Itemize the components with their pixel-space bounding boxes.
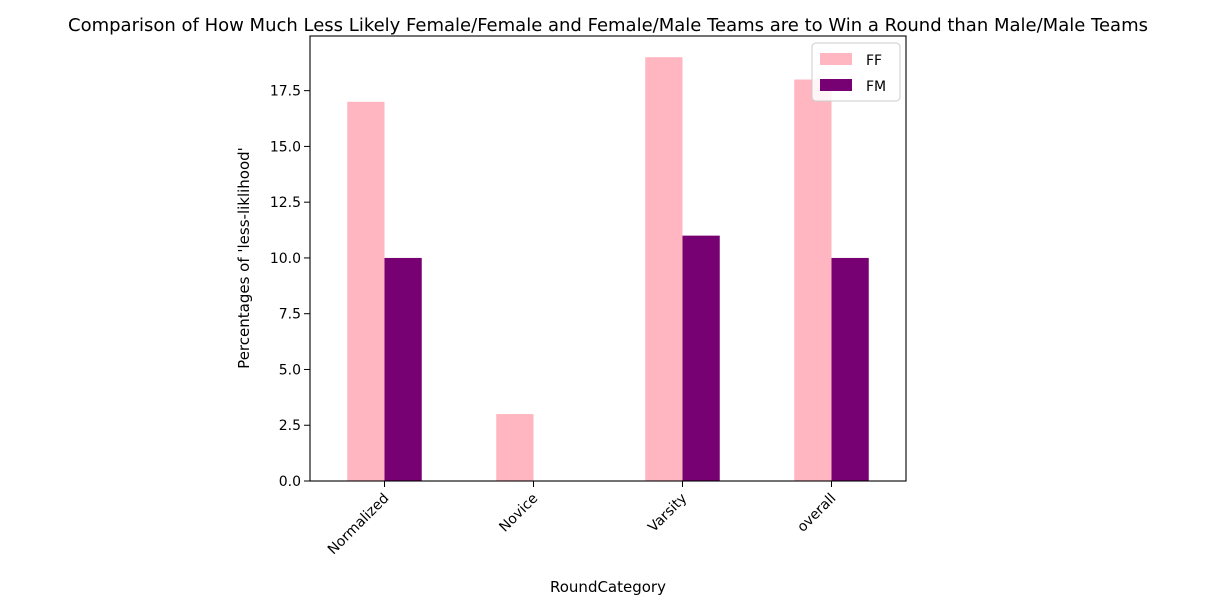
y-tick-label: 5.0 [279, 362, 301, 378]
legend-swatch-fm [820, 79, 852, 91]
y-axis-ticks: 0.0 2.5 5.0 7.5 10.0 12.5 15.0 17.5 [270, 84, 310, 490]
legend-swatch-ff [820, 53, 852, 65]
y-tick-label: 7.5 [279, 307, 301, 323]
y-tick-label: 0.0 [279, 474, 301, 490]
y-axis-label: Percentages of 'less-liklihood' [235, 147, 253, 369]
y-tick-label: 17.5 [270, 84, 301, 100]
y-tick-label: 2.5 [279, 418, 301, 434]
y-tick-label: 15.0 [270, 139, 301, 155]
chart-title: Comparison of How Much Less Likely Femal… [68, 15, 1148, 36]
bar-ff [496, 414, 534, 481]
x-axis-label: RoundCategory [550, 578, 666, 596]
bar-fm [831, 257, 869, 481]
bar-ff [645, 57, 683, 481]
x-tick-label: Novice [496, 491, 541, 536]
bars [347, 57, 869, 481]
legend: FF FM [811, 42, 901, 102]
legend-label-fm: FM [866, 79, 886, 95]
legend-label-ff: FF [866, 53, 882, 69]
y-tick-label: 12.5 [270, 195, 301, 211]
bar-ff [347, 101, 385, 481]
x-tick-label: Varsity [645, 491, 690, 536]
x-axis-ticks: Normalized Novice Varsity overall [325, 481, 839, 558]
bar-ff [794, 79, 832, 481]
bar-fm [682, 235, 720, 481]
legend-frame [811, 42, 901, 102]
x-tick-label: Normalized [325, 491, 392, 558]
plot-frame [309, 35, 907, 482]
x-tick-label: overall [794, 491, 839, 536]
bar-fm [384, 257, 422, 481]
y-tick-label: 10.0 [270, 251, 301, 267]
